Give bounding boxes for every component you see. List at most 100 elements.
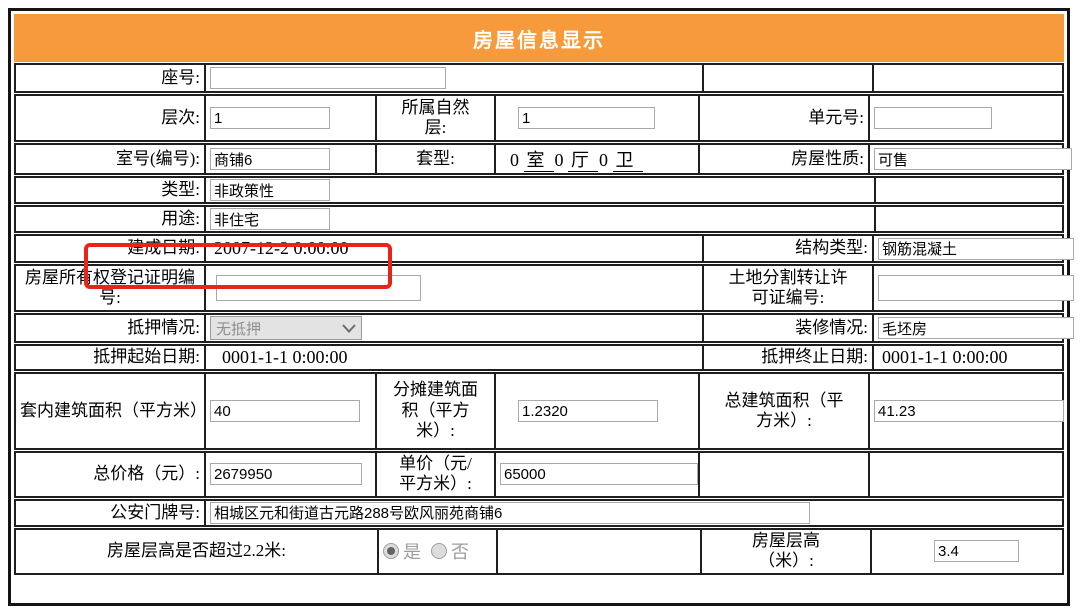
- room-no-cell: [206, 145, 377, 173]
- mortgage-end-value: 0001-1-1 0:00:00: [882, 347, 1008, 367]
- total-price-input[interactable]: [210, 463, 362, 486]
- empty-cell: [704, 65, 874, 91]
- row-mortgage-dates: 抵押起始日期: 0001-1-1 0:00:00 抵押终止日期: 0001-1-…: [14, 344, 1064, 371]
- land-split-permit-label: 土地分割转让许可证编号:: [704, 266, 874, 310]
- ownership-cert-cell: [206, 266, 704, 310]
- unit-price-label: 单价（元/平方米）:: [377, 453, 496, 496]
- floor-level-cell: [206, 96, 377, 140]
- usage-label: 用途:: [16, 207, 206, 231]
- mortgage-start-value: 0001-1-1 0:00:00: [222, 347, 348, 367]
- property-nature-cell: [870, 145, 1072, 173]
- shared-area-label: 分摊建筑面积（平方米）:: [377, 374, 496, 448]
- decoration-label: 装修情况:: [704, 315, 874, 341]
- seat-no-input[interactable]: [210, 67, 446, 89]
- decoration-cell: [874, 315, 1074, 341]
- form-header: 房屋信息显示: [14, 14, 1064, 62]
- structure-type-label: 结构类型:: [704, 236, 874, 261]
- structure-type-input[interactable]: [878, 237, 1074, 260]
- empty-cell: [876, 178, 1062, 202]
- empty-cell: [498, 529, 702, 573]
- natural-floor-input[interactable]: [518, 107, 655, 129]
- natural-floor-label: 所属自然层:: [377, 96, 496, 140]
- form-table: 房屋信息显示 座号: 层次: 所属自然层: 单元号: 室号(编号): 套型: 0…: [8, 8, 1074, 606]
- floor-level-label: 层次:: [16, 96, 206, 140]
- mortgage-status-label: 抵押情况:: [16, 315, 206, 341]
- total-price-label: 总价格（元）:: [16, 453, 206, 496]
- completion-date-cell: 2007-12-2 0:00:00: [206, 236, 704, 261]
- seat-no-cell: [206, 65, 704, 91]
- completion-date-value: 2007-12-2 0:00:00: [214, 238, 349, 258]
- height-over-label: 房屋层高是否超过2.2米:: [16, 529, 379, 573]
- ownership-cert-input[interactable]: [216, 275, 421, 301]
- inner-area-cell: [206, 374, 377, 448]
- property-nature-input[interactable]: [874, 148, 1072, 170]
- ownership-cert-label: 房屋所有权登记证明编号:: [16, 266, 206, 310]
- unit-price-input[interactable]: [500, 463, 698, 486]
- room-no-input[interactable]: [210, 148, 330, 170]
- row-usage: 用途:: [14, 205, 1064, 233]
- row-floor-height: 房屋层高是否超过2.2米: 是 否 房屋层高（米）:: [14, 527, 1064, 575]
- mortgage-start-cell: 0001-1-1 0:00:00: [206, 346, 704, 369]
- unit-price-cell: [496, 453, 700, 496]
- row-floor-level: 层次: 所属自然层: 单元号:: [14, 94, 1064, 142]
- decoration-input[interactable]: [878, 317, 1074, 339]
- completion-date-label: 建成日期:: [16, 236, 206, 261]
- type-input[interactable]: [210, 179, 330, 201]
- mortgage-status-value: 无抵押: [216, 320, 262, 338]
- police-address-label: 公安门牌号:: [16, 500, 206, 525]
- inner-area-label: 套内建筑面积（平方米）: [16, 374, 207, 448]
- mortgage-status-select[interactable]: 无抵押: [210, 316, 362, 340]
- shared-area-cell: [496, 374, 700, 448]
- row-areas: 套内建筑面积（平方米） 分摊建筑面积（平方米）: 总建筑面积（平方米）:: [14, 372, 1064, 450]
- seat-no-label: 座号:: [16, 65, 206, 91]
- structure-type-cell: [874, 236, 1074, 261]
- police-address-cell: [206, 501, 1062, 525]
- total-area-cell: [870, 374, 1064, 448]
- land-split-permit-input[interactable]: [878, 275, 1074, 301]
- total-price-cell: [206, 453, 377, 496]
- total-area-input[interactable]: [874, 400, 1064, 422]
- height-over-cell: 是 否: [379, 529, 498, 573]
- mortgage-end-label: 抵押终止日期:: [704, 346, 874, 369]
- row-ownership-cert: 房屋所有权登记证明编号: 土地分割转让许可证编号:: [14, 264, 1074, 312]
- row-room-no: 室号(编号): 套型: 0 室0 厅0 卫 房屋性质:: [14, 143, 1072, 175]
- row-price: 总价格（元）: 单价（元/平方米）:: [14, 451, 1064, 498]
- unit-no-input[interactable]: [874, 107, 992, 129]
- type-cell: [206, 178, 876, 202]
- unit-no-cell: [870, 96, 1062, 140]
- row-type: 类型:: [14, 176, 1064, 204]
- inner-area-input[interactable]: [210, 400, 360, 422]
- unit-no-label: 单元号:: [700, 96, 870, 140]
- floor-height-cell: [872, 530, 1062, 573]
- room-no-label: 室号(编号):: [16, 145, 206, 173]
- layout-label: 套型:: [377, 145, 496, 173]
- radio-no[interactable]: [431, 543, 447, 560]
- land-split-permit-cell: [874, 266, 1074, 310]
- floor-height-input[interactable]: [934, 540, 1019, 563]
- radio-dot: [387, 547, 395, 556]
- total-area-label: 总建筑面积（平方米）:: [700, 374, 870, 448]
- floor-height-label: 房屋层高（米）:: [702, 529, 872, 573]
- empty-cell: [874, 65, 1062, 91]
- chevron-down-icon: [342, 323, 356, 333]
- mortgage-status-cell: 无抵押: [206, 315, 704, 341]
- property-nature-label: 房屋性质:: [700, 145, 870, 173]
- radio-yes-label: 是: [403, 542, 421, 563]
- shared-area-input[interactable]: [518, 400, 658, 422]
- row-police-address: 公安门牌号:: [14, 498, 1064, 527]
- police-address-input[interactable]: [210, 501, 810, 524]
- mortgage-end-cell: 0001-1-1 0:00:00: [874, 346, 1062, 369]
- row-seat-no: 座号:: [14, 63, 1064, 93]
- height-over-radio-group: 是 否: [383, 538, 477, 564]
- mortgage-start-label: 抵押起始日期:: [16, 346, 206, 369]
- usage-input[interactable]: [210, 208, 330, 230]
- page-title: 房屋信息显示: [473, 29, 605, 52]
- floor-level-input[interactable]: [210, 107, 330, 129]
- empty-cell: [876, 207, 1062, 231]
- empty-cell: [700, 453, 870, 496]
- radio-yes[interactable]: [383, 543, 399, 560]
- usage-cell: [206, 207, 876, 231]
